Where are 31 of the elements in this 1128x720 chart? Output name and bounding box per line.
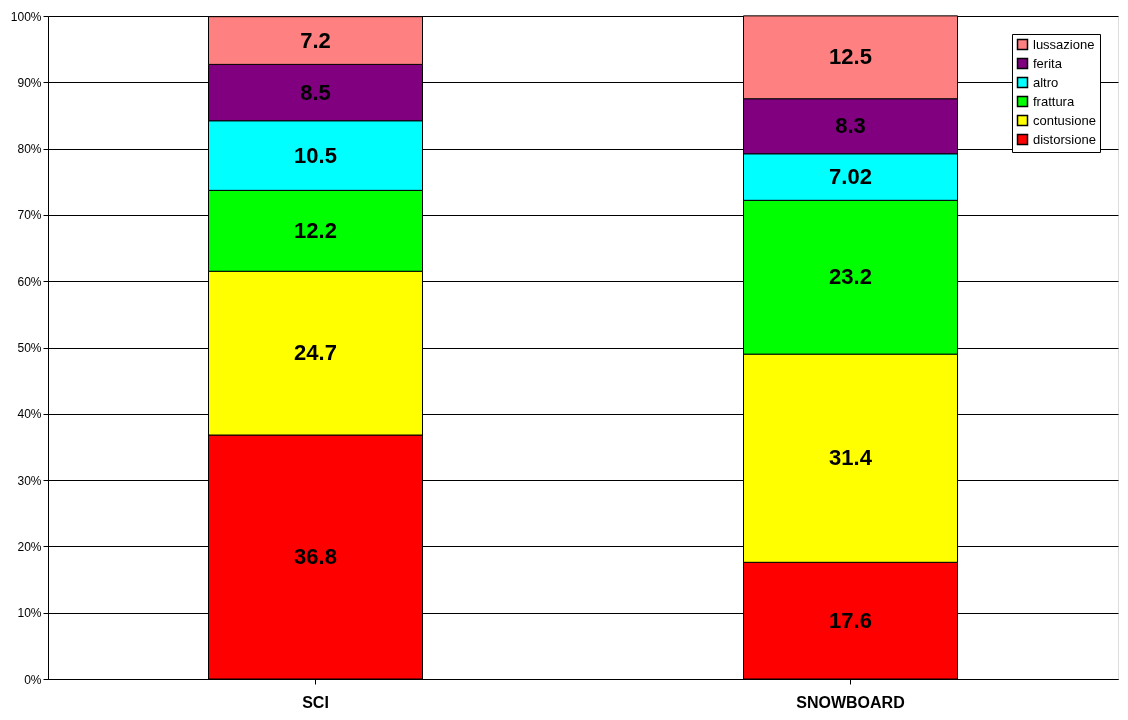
legend-label: ferita [1033, 55, 1063, 71]
data-label: 23.2 [829, 264, 872, 290]
y-tick-label: 20% [17, 539, 42, 554]
data-label: 12.5 [829, 44, 872, 70]
data-label: 36.8 [294, 544, 337, 570]
data-label: 8.3 [835, 113, 866, 139]
x-tick-label: SNOWBOARD [796, 693, 905, 711]
y-tick-label: 60% [17, 274, 42, 289]
y-tick-label: 30% [17, 473, 42, 488]
y-tick-label: 40% [17, 407, 42, 422]
legend-label: lussazione [1033, 36, 1095, 52]
data-label: 12.2 [294, 217, 337, 243]
y-tick-label: 100% [10, 9, 42, 24]
legend-label: altro [1033, 74, 1059, 90]
legend-label: distorsione [1033, 131, 1096, 147]
data-label: 7.2 [300, 27, 331, 53]
data-label: 17.6 [829, 607, 872, 633]
y-tick-label: 0% [24, 672, 42, 687]
y-tick-label: 10% [17, 606, 42, 621]
data-label: 10.5 [294, 142, 337, 168]
legend-label: contusione [1033, 112, 1096, 128]
data-label: 31.4 [829, 445, 873, 471]
x-tick-label: SCI [302, 693, 329, 711]
data-label: 8.5 [300, 79, 331, 105]
data-label: 7.02 [829, 164, 872, 190]
y-tick-label: 80% [17, 142, 42, 157]
y-tick-label: 50% [17, 341, 42, 355]
legend-label: frattura [1033, 93, 1075, 109]
data-label: 24.7 [294, 340, 337, 366]
y-tick-label: 90% [17, 75, 42, 90]
y-tick-label: 70% [17, 208, 42, 223]
